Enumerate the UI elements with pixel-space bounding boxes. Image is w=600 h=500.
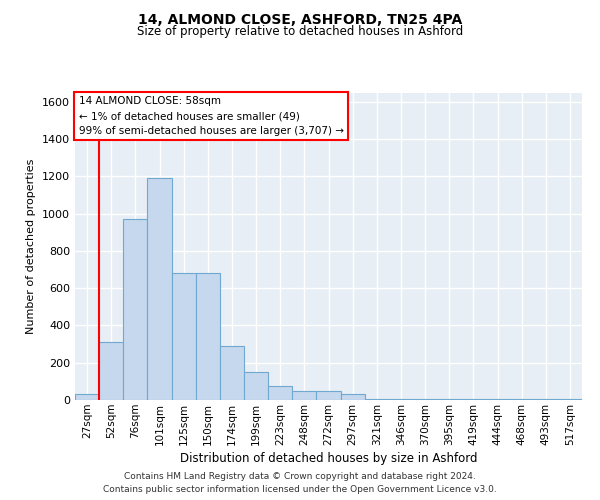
Bar [316,390,341,400]
Bar [413,399,437,400]
Y-axis label: Number of detached properties: Number of detached properties [26,158,37,334]
Text: Size of property relative to detached houses in Ashford: Size of property relative to detached ho… [137,25,463,38]
Bar [268,386,292,400]
Text: Contains HM Land Registry data © Crown copyright and database right 2024.
Contai: Contains HM Land Registry data © Crown c… [103,472,497,494]
Bar [461,399,485,400]
X-axis label: Distribution of detached houses by size in Ashford: Distribution of detached houses by size … [180,452,477,465]
Bar [341,394,365,400]
Bar [485,399,509,400]
Bar [99,342,123,400]
Bar [534,399,558,400]
Bar [148,178,172,400]
Bar [172,274,196,400]
Bar [437,399,461,400]
Bar [196,274,220,400]
Bar [292,390,316,400]
Bar [75,394,99,400]
Bar [509,399,534,400]
Bar [558,399,582,400]
Bar [365,399,389,400]
Text: 14 ALMOND CLOSE: 58sqm
← 1% of detached houses are smaller (49)
99% of semi-deta: 14 ALMOND CLOSE: 58sqm ← 1% of detached … [79,96,344,136]
Bar [220,346,244,400]
Text: 14, ALMOND CLOSE, ASHFORD, TN25 4PA: 14, ALMOND CLOSE, ASHFORD, TN25 4PA [138,12,462,26]
Bar [123,219,148,400]
Bar [389,399,413,400]
Bar [244,372,268,400]
